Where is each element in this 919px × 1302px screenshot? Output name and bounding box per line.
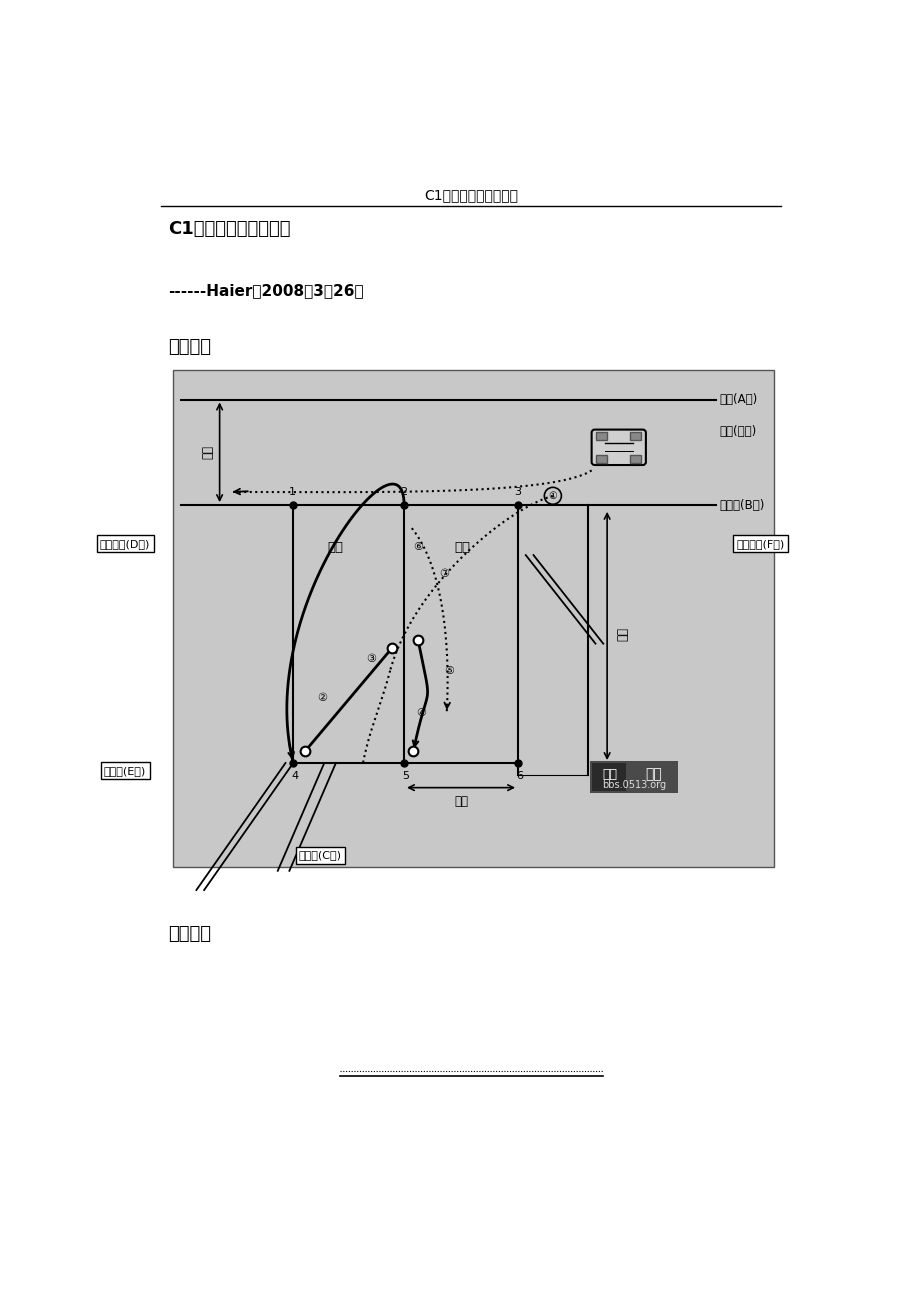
FancyBboxPatch shape [592,763,626,790]
Bar [630,454,641,462]
Text: 桩宽: 桩宽 [454,796,468,809]
Text: 乙库: 乙库 [327,540,344,553]
Text: 甲库边线(F线): 甲库边线(F线) [735,539,784,548]
Bar [596,432,607,440]
Text: 桩长: 桩长 [616,628,629,641]
Text: ③: ③ [366,654,376,664]
Text: ⑤: ⑤ [444,665,454,676]
Text: 边线(A线): 边线(A线) [719,393,757,406]
Text: ------Haier于2008年3月26日: ------Haier于2008年3月26日 [167,284,363,298]
Text: ⑦: ⑦ [439,569,448,579]
Text: ⑥: ⑥ [413,543,423,552]
Bar [596,454,607,462]
Text: ①: ① [548,491,557,501]
Text: 4: 4 [291,771,298,781]
Text: C1电子桩考图解与技巧: C1电子桩考图解与技巧 [424,187,518,202]
Text: 6: 6 [516,771,523,781]
Text: 1: 1 [289,487,296,497]
FancyBboxPatch shape [589,760,677,793]
Text: 二、尺寸: 二、尺寸 [167,924,210,943]
Text: 3: 3 [513,487,520,497]
Text: 库端线(B线): 库端线(B线) [719,499,764,512]
Text: 一、图解: 一、图解 [167,339,210,357]
Text: 库底线(C线): 库底线(C线) [299,850,342,861]
Text: C1电子桩考图解与技巧: C1电子桩考图解与技巧 [167,220,289,238]
Text: 起点(车头): 起点(车头) [719,426,756,439]
Text: 库中线(E线): 库中线(E线) [104,766,146,776]
Text: ②: ② [317,693,327,703]
Text: bbs.0513.org: bbs.0513.org [602,780,665,790]
Text: 2: 2 [399,487,406,497]
FancyBboxPatch shape [173,370,773,867]
Text: 论坛: 论坛 [644,768,662,781]
Text: 路宽: 路宽 [201,445,214,460]
Text: 濠滨: 濠滨 [601,768,617,781]
FancyBboxPatch shape [591,430,645,465]
Text: ④: ④ [415,708,425,717]
Text: 5: 5 [402,771,409,781]
Text: 乙库边线(D线): 乙库边线(D线) [100,539,150,548]
Text: 甲库: 甲库 [454,540,470,553]
Bar [630,432,641,440]
